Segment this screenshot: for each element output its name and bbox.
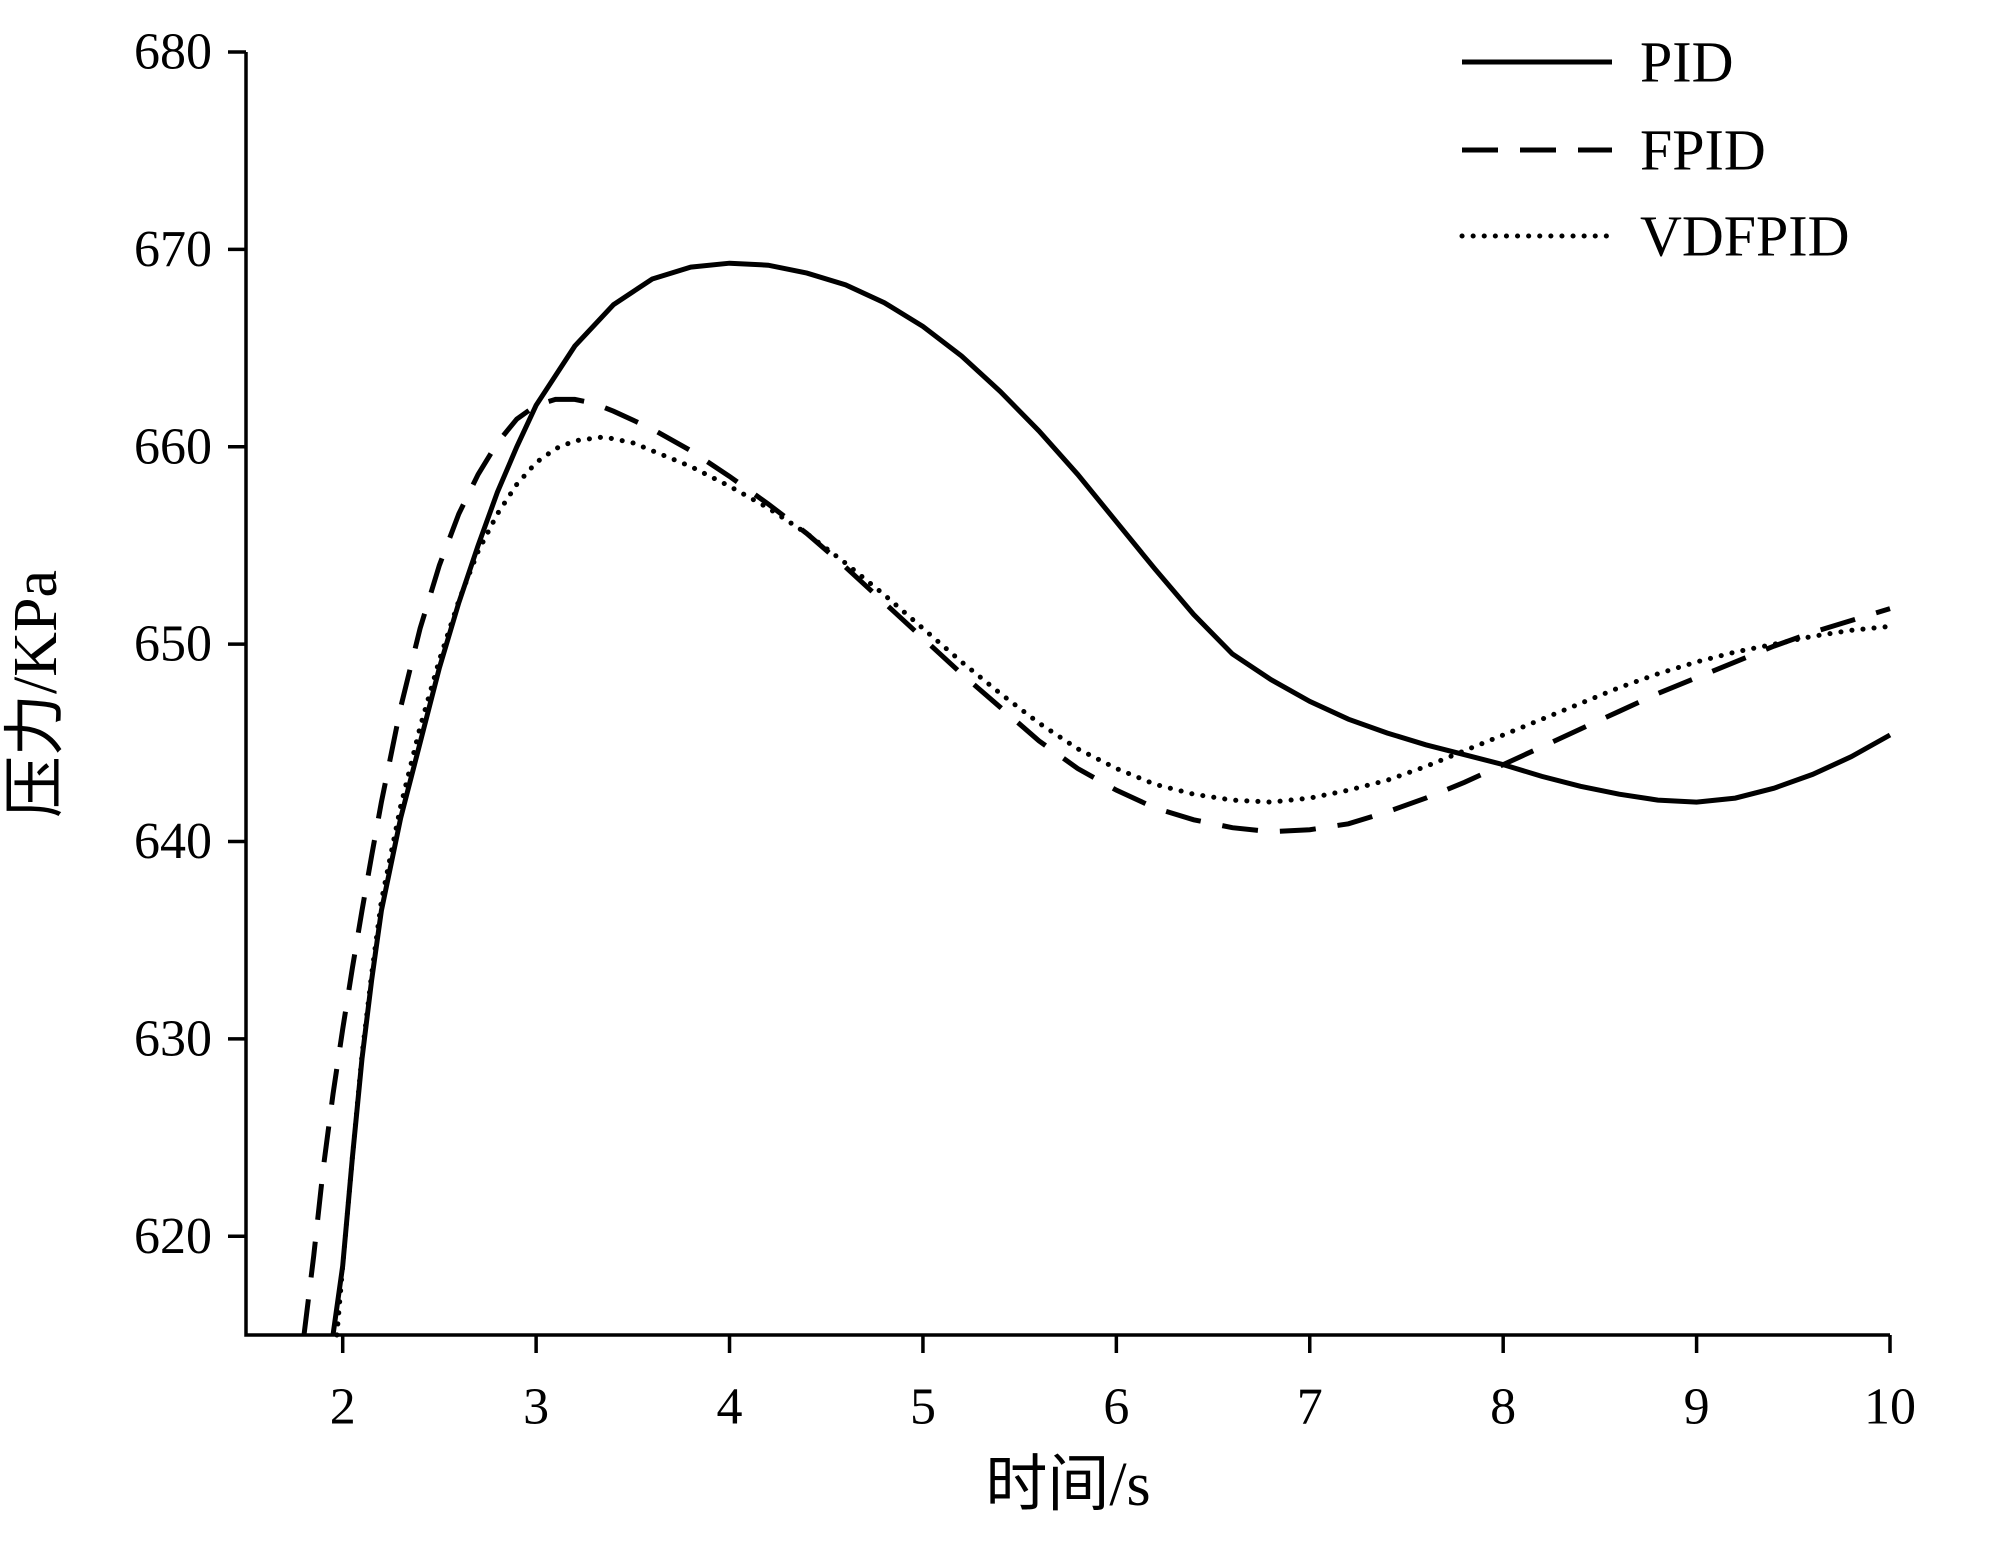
x-tick-label: 8 — [1490, 1379, 1516, 1436]
y-tick-label: 630 — [134, 1010, 212, 1067]
legend-label-pid: PID — [1640, 30, 1733, 95]
legend-label-vdfpid: VDFPID — [1640, 204, 1850, 269]
series-lines — [301, 260, 1893, 1338]
series-line-fpid — [301, 396, 1891, 1336]
y-tick-label: 660 — [134, 418, 212, 475]
axes: 620 630 640 650 660 670 680 2 3 4 5 6 7 8 9 10 — [134, 24, 1916, 1436]
y-axis-label: 压力/KPa — [2, 570, 70, 818]
series-line-vdfpid — [334, 434, 1893, 1338]
series-line-pid — [330, 260, 1892, 1336]
y-tick-label: 640 — [134, 813, 212, 870]
axis-frame — [244, 52, 1890, 1337]
y-tick-label: 680 — [134, 24, 212, 81]
x-tick-label: 7 — [1297, 1379, 1323, 1436]
legend: PID FPID VDFPID — [1459, 30, 1850, 269]
x-tick-label: 4 — [717, 1379, 743, 1436]
legend-label-fpid: FPID — [1640, 118, 1766, 183]
x-tick-label: 6 — [1103, 1379, 1129, 1436]
x-tick-label: 2 — [330, 1379, 356, 1436]
x-tick-label: 3 — [523, 1379, 549, 1436]
y-tick-label: 670 — [134, 221, 212, 278]
x-tick-label: 9 — [1684, 1379, 1710, 1436]
y-tick-label: 620 — [134, 1208, 212, 1265]
y-tick-label: 650 — [134, 616, 212, 673]
x-tick-label: 10 — [1864, 1379, 1916, 1436]
x-tick-label: 5 — [910, 1379, 936, 1436]
x-axis-label: 时间/s — [985, 1451, 1150, 1519]
